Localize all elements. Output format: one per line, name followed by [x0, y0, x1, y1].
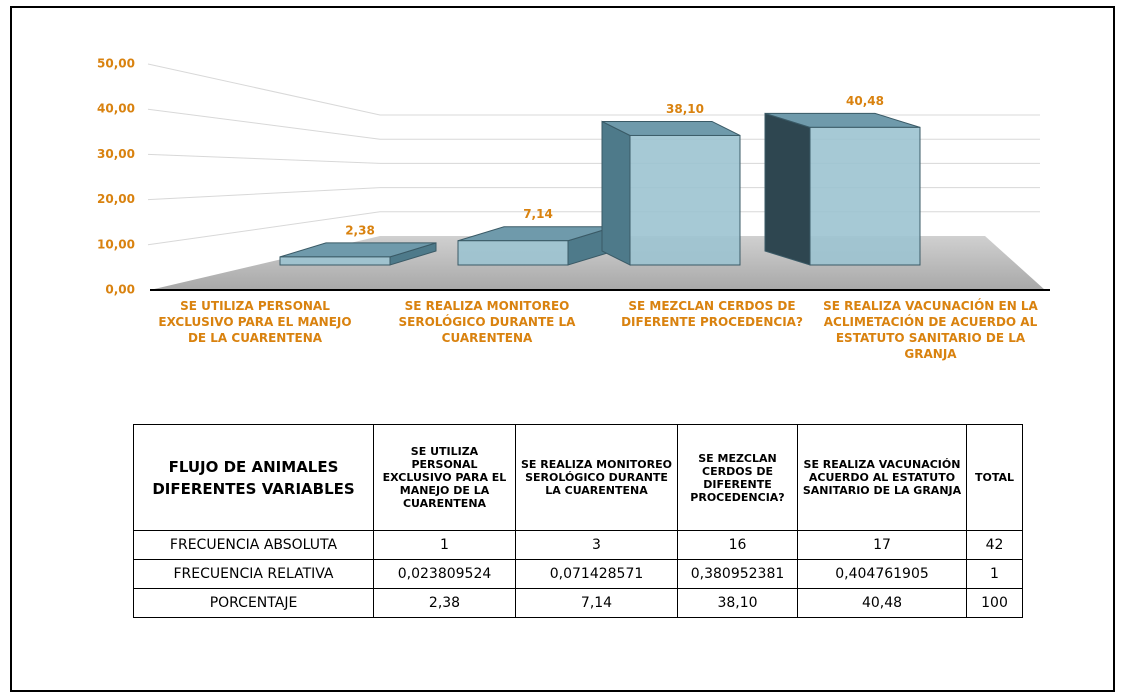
bar	[809, 126, 921, 266]
table-cell: SE REALIZA VACUNACIÓN ACUERDO AL ESTATUT…	[797, 424, 967, 531]
table-cell: 0,380952381	[677, 559, 798, 589]
y-tick-label: 30,00	[97, 147, 135, 161]
y-tick-label: 40,00	[97, 102, 135, 116]
table-cell: 1	[373, 530, 516, 560]
table-cell: 0,023809524	[373, 559, 516, 589]
table-cell: FRECUENCIA RELATIVA	[133, 559, 374, 589]
data-label: 2,38	[345, 223, 375, 237]
table-row: FRECUENCIA ABSOLUTA 1 3 16 17 42	[133, 530, 1023, 560]
y-tick-label: 20,00	[97, 192, 135, 206]
table-cell: SE UTILIZA PERSONAL EXCLUSIVO PARA EL MA…	[373, 424, 516, 531]
y-tick-label: 0,00	[105, 283, 135, 297]
grid-line	[147, 63, 1040, 116]
y-tick-label: 10,00	[97, 237, 135, 251]
x-tick-label: SE REALIZA MONITOREO SEROLÓGICO DURANTE …	[398, 299, 576, 345]
x-tick-label: SE MEZCLAN CERDOS DE DIFERENTE PROCEDENC…	[621, 299, 803, 329]
table-cell: 0,071428571	[515, 559, 678, 589]
table-cell: 42	[966, 530, 1023, 560]
table-cell: SE REALIZA MONITOREO SEROLÓGICO DURANTE …	[515, 424, 678, 531]
table-cell: PORCENTAJE	[133, 588, 374, 618]
bar-side	[764, 112, 811, 266]
data-label: 7,14	[523, 207, 553, 221]
table-cell: FRECUENCIA ABSOLUTA	[133, 530, 374, 560]
x-tick-label: SE UTILIZA PERSONAL EXCLUSIVO PARA EL MA…	[158, 299, 352, 345]
table-cell: TOTAL	[966, 424, 1023, 531]
bar	[629, 134, 741, 266]
table-row: FLUJO DE ANIMALES DIFERENTES VARIABLES SE…	[133, 424, 1023, 531]
table-cell: 40,48	[797, 588, 967, 618]
table-cell: 3	[515, 530, 678, 560]
data-label: 38,10	[666, 102, 704, 116]
frame	[10, 6, 1115, 692]
table-cell: 17	[797, 530, 967, 560]
table-cell: FLUJO DE ANIMALES DIFERENTES VARIABLES	[133, 424, 374, 531]
x-tick-label: SE REALIZA VACUNACIÓN EN LA ACLIMETACIÓN…	[823, 299, 1038, 361]
table: FLUJO DE ANIMALES DIFERENTES VARIABLES SE…	[133, 424, 1023, 618]
table-cell: 0,404761905	[797, 559, 967, 589]
y-tick-label: 50,00	[97, 57, 135, 71]
table-row: PORCENTAJE 2,38 7,14 38,10 40,48 100	[133, 588, 1023, 618]
table-cell: 1	[966, 559, 1023, 589]
bar-side	[601, 120, 631, 266]
table-cell: 7,14	[515, 588, 678, 618]
table-cell: 2,38	[373, 588, 516, 618]
table-cell: 38,10	[677, 588, 798, 618]
table-cell: SE MEZCLAN CERDOS DE DIFERENTE PROCEDENC…	[677, 424, 798, 531]
table-cell: 100	[966, 588, 1023, 618]
bar	[279, 256, 391, 266]
table-cell: 16	[677, 530, 798, 560]
bar	[457, 240, 569, 266]
data-label: 40,48	[846, 94, 884, 108]
table-row: FRECUENCIA RELATIVA 0,023809524 0,07142857…	[133, 559, 1023, 589]
